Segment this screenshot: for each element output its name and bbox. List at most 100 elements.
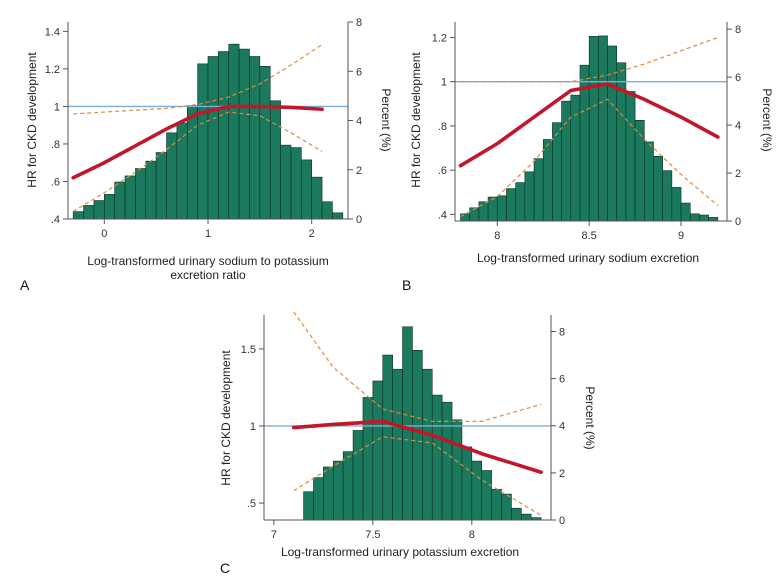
panel-a: 0 1 2 .4 .6 .8 1 1.2 1.4 0 2 4 6 8 HR for CKD develop… <box>20 17 393 293</box>
panel-b-y-right-tick-label: 4 <box>735 120 741 132</box>
panel-c-ci-lower-line <box>293 436 542 516</box>
panel-b-ci-lower-line <box>460 98 719 218</box>
panel-c-histogram-bar <box>412 350 423 521</box>
panel-c-y-right-tick-label: 6 <box>559 374 565 386</box>
panel-b-x-tick-label: 9 <box>678 230 684 242</box>
panel-b-ylabel-right: Percent (%) <box>760 88 774 151</box>
panel-c-histogram-bar <box>451 419 463 521</box>
panel-c-histogram-bar <box>441 401 453 521</box>
panel-a-histogram-bar <box>124 175 136 220</box>
panel-c-ci-upper-line <box>293 311 542 422</box>
panel-a-y-left-tick-label: .8 <box>51 139 60 151</box>
panel-c-histogram-bar <box>511 507 522 521</box>
panel-c-y-left-tick-label: .5 <box>247 498 256 510</box>
panel-b-x-tick-label: 8 <box>494 230 500 242</box>
panel-c-ylabel-left: HR for CKD development <box>219 350 233 486</box>
panel-c-histogram-bar <box>521 513 532 521</box>
panel-a-ylabel-left: HR for CKD development <box>25 52 39 188</box>
panel-c-histogram-bar <box>392 368 403 521</box>
panel-a-ci-lower-line <box>72 111 323 213</box>
panel-a-histogram-bar <box>186 105 198 220</box>
panel-a-y-right-tick-label: 0 <box>356 214 362 226</box>
panel-a-histogram-bar <box>197 63 209 220</box>
panel-a-histogram-bar <box>259 66 271 220</box>
panel-b-histogram-bar <box>598 35 608 222</box>
panel-a-y-left-tick-label: 1.2 <box>45 64 60 76</box>
panel-c-y-left-tick-label: 1 <box>250 421 256 433</box>
panel-b-histogram-bar <box>524 171 535 222</box>
panel-b-histogram-bar <box>533 158 544 222</box>
panel-a-histogram-bar <box>332 212 344 220</box>
panel-a-y-left-tick-label: 1.4 <box>45 26 60 38</box>
panel-b-histogram-bar <box>552 122 562 222</box>
panel-a-x-tick-label: 1 <box>205 228 211 240</box>
panel-a-histogram-bar <box>166 132 178 220</box>
panel-c-histogram-bar <box>332 460 344 521</box>
panel-a-y-right-tick-label: 4 <box>356 116 362 128</box>
panel-b-histogram-bar <box>671 187 682 222</box>
panel-b-y-right-tick-label: 6 <box>735 72 741 84</box>
panel-c-histogram-bar <box>471 460 483 521</box>
panel-a-y-left-tick-label: 1 <box>54 101 60 113</box>
panel-a-y-left-tick-label: .4 <box>51 214 60 226</box>
panel-b-hr-curve <box>458 82 720 168</box>
panel-b-histogram-bar <box>515 182 526 222</box>
panel-a-y-right-tick-label: 6 <box>356 66 362 78</box>
panel-a-y-left-tick-label: .6 <box>51 176 60 188</box>
panel-b-histogram-bar <box>460 213 471 222</box>
panel-a-histogram-bar <box>155 152 167 220</box>
panel-c-y-right-tick-label: 4 <box>559 421 565 433</box>
panel-c-histogram-bar <box>501 493 512 521</box>
panel-b-histogram-bar <box>506 188 516 222</box>
panel-a-histogram-bar <box>93 200 105 220</box>
panel-c-xlabel: Log-transformed urinary potassium excret… <box>281 545 519 559</box>
panel-c-histogram-bar <box>491 489 502 521</box>
panel-a-histogram-bar <box>218 51 230 220</box>
panel-b-histogram-bar <box>496 195 507 222</box>
panel-b-histogram-bar <box>478 201 489 222</box>
panel-a-histogram-bar <box>83 205 95 220</box>
panel-b-histogram-bar <box>699 214 709 222</box>
panel-b-y-left-tick-label: 1 <box>441 77 447 89</box>
panel-c-histogram-bar <box>352 430 364 521</box>
panel-b-ci-upper-line <box>460 36 719 83</box>
panel-c-histogram-bar <box>422 368 433 521</box>
panel-a-histogram-bar <box>321 201 333 220</box>
panel-a-y-right-tick-label: 8 <box>356 17 362 29</box>
panel-a-histogram-bar <box>207 56 219 220</box>
panel-b-label: B <box>402 277 411 293</box>
panel-a-histogram-bar <box>104 194 115 220</box>
panel-a-label: A <box>20 277 30 293</box>
panel-b-histogram-bar <box>588 36 599 222</box>
panel-a-histogram-bar <box>135 168 147 220</box>
panel-a-histogram-bar <box>301 159 312 220</box>
panel-b-histogram-bar <box>680 202 691 222</box>
panel-a-y-right-tick-label: 2 <box>356 165 362 177</box>
panel-b-y-left-tick-label: .8 <box>438 121 447 133</box>
panel-a-histogram-bar <box>145 160 157 220</box>
panel-c-histogram-bar <box>342 451 354 521</box>
panel-b-y-left-tick-label: .6 <box>438 165 447 177</box>
panel-a-x-tick-label: 2 <box>309 228 315 240</box>
panel-c-x-tick-label: 7 <box>271 529 277 541</box>
panel-a-histogram-bar <box>238 48 250 220</box>
panel-c-histogram-bar <box>362 397 374 521</box>
panel-b: 8 8.5 9 .4 .6 .8 1 1.2 0 2 4 6 8 HR for CKD developm… <box>402 22 774 293</box>
panel-b-histogram-bar <box>689 213 700 222</box>
panel-b-histogram-bar <box>708 217 719 222</box>
panel-c-label: C <box>220 560 230 576</box>
panel-c-histogram-bar <box>461 446 473 521</box>
panel-c-ylabel-right: Percent (%) <box>583 386 597 449</box>
panel-a-histogram-bar <box>72 211 84 220</box>
panel-b-histogram-bar <box>662 170 673 222</box>
panel-b-histogram-bar <box>625 91 636 222</box>
panel-c-histogram-bar <box>481 470 492 521</box>
panel-a-histogram-bar <box>249 56 261 220</box>
panel-b-y-left-tick-label: .4 <box>438 209 447 221</box>
panel-b-xlabel: Log-transformed urinary sodium excretion <box>477 251 699 265</box>
panel-a-histogram-bar <box>176 122 188 220</box>
panel-a-histogram-bar <box>290 147 302 220</box>
panel-b-plot: 8 8.5 9 .4 .6 .8 1 1.2 0 2 4 6 8 <box>432 22 741 242</box>
